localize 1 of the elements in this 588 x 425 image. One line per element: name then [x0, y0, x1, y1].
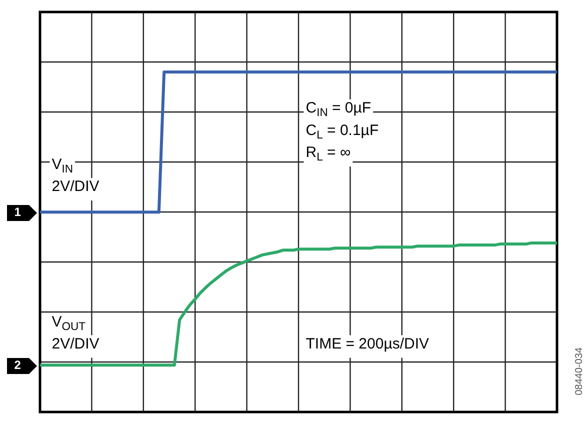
text: 08440-034 — [574, 346, 585, 396]
